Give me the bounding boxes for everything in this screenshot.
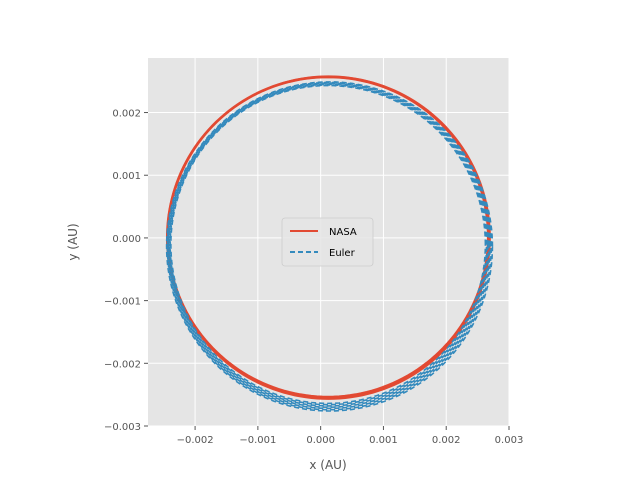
- x-tick-label: 0.001: [369, 435, 398, 446]
- x-axis-label: x (AU): [309, 458, 346, 472]
- y-tick-label: 0.000: [112, 234, 141, 245]
- series-group: [165, 75, 494, 412]
- x-tick-label: 0.002: [432, 435, 461, 446]
- y-tick-label: 0.001: [112, 171, 141, 182]
- y-axis-ticks: 0.002 0.001 0.000 −0.001 −0.002 −0.003: [104, 109, 148, 433]
- y-tick-label: −0.001: [104, 297, 141, 308]
- legend-label-euler: Euler: [329, 248, 356, 259]
- orbit-path-euler: [165, 81, 494, 412]
- x-tick-label: 0.000: [306, 435, 335, 446]
- y-tick-label: 0.002: [112, 109, 141, 120]
- x-tick-label: −0.001: [239, 435, 276, 446]
- series-euler: [165, 81, 494, 412]
- x-tick-label: −0.002: [177, 435, 214, 446]
- legend-label-nasa: NASA: [329, 227, 357, 238]
- y-axis-label: y (AU): [66, 223, 80, 260]
- orbit-path-euler: [169, 84, 488, 406]
- x-axis-ticks: −0.002 −0.001 0.000 0.001 0.002 0.003: [177, 426, 524, 446]
- y-tick-label: −0.003: [104, 422, 141, 433]
- y-tick-label: −0.002: [104, 359, 141, 370]
- legend: NASA Euler: [281, 217, 374, 267]
- legend-box: [281, 217, 374, 267]
- x-tick-label: 0.003: [495, 435, 524, 446]
